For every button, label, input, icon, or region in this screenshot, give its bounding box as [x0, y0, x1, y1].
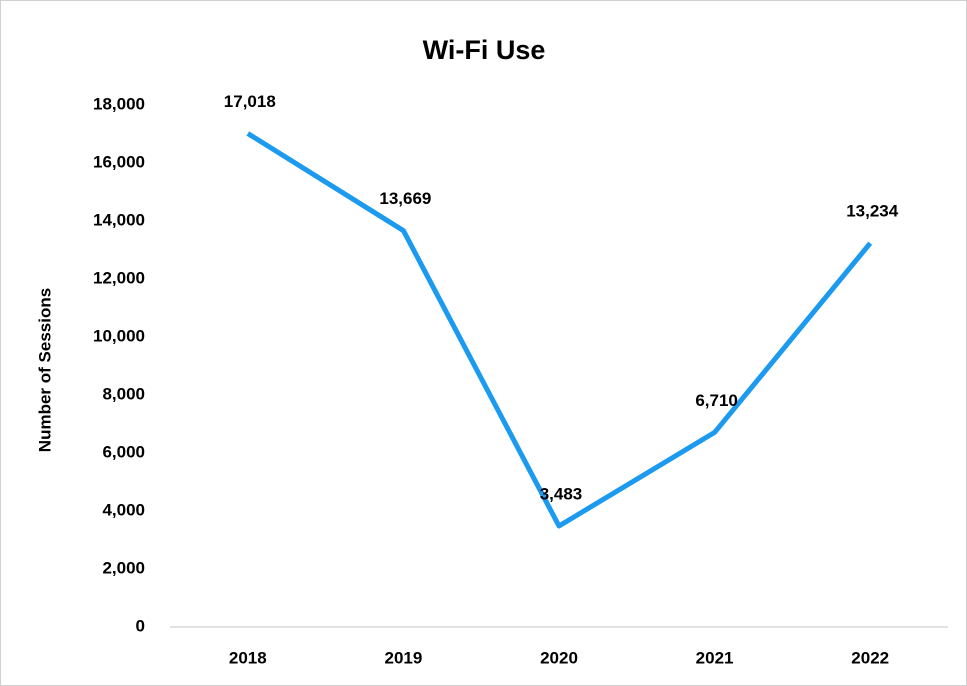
y-tick-label: 0	[136, 616, 145, 635]
y-tick-label: 8,000	[102, 384, 145, 403]
data-label: 13,669	[379, 189, 431, 208]
data-label: 3,483	[540, 484, 583, 503]
y-tick-label: 16,000	[93, 152, 145, 171]
y-tick-label: 14,000	[93, 210, 145, 229]
y-tick-label: 12,000	[93, 268, 145, 287]
data-line	[246, 131, 873, 529]
data-label: 13,234	[846, 202, 899, 221]
y-tick-label: 2,000	[102, 558, 145, 577]
chart-title: Wi-Fi Use	[423, 35, 546, 65]
data-label: 6,710	[695, 391, 738, 410]
data-label: 17,018	[224, 92, 276, 111]
y-tick-label: 4,000	[102, 500, 145, 519]
y-tick-label: 10,000	[93, 326, 145, 345]
x-tick-label: 2018	[229, 648, 267, 667]
x-tick-label: 2021	[696, 648, 734, 667]
y-tick-label: 18,000	[93, 94, 145, 113]
x-tick-label: 2020	[540, 648, 578, 667]
y-axis-label: Number of Sessions	[35, 288, 54, 452]
x-tick-label: 2022	[851, 648, 889, 667]
x-tick-label: 2019	[384, 648, 422, 667]
y-tick-label: 6,000	[102, 442, 145, 461]
